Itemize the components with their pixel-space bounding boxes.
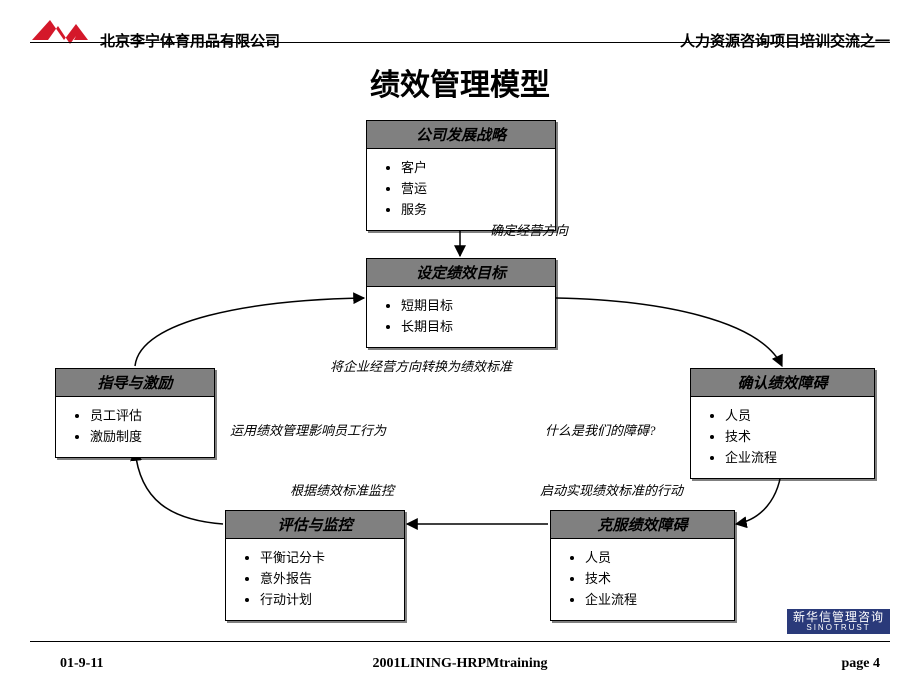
node-item: 企业流程 bbox=[585, 589, 724, 608]
node-title: 设定绩效目标 bbox=[367, 259, 555, 287]
node-item: 服务 bbox=[401, 199, 545, 218]
node-item: 客户 bbox=[401, 157, 545, 176]
node-body: 员工评估激励制度 bbox=[56, 397, 214, 457]
node-title: 评估与监控 bbox=[226, 511, 404, 539]
node-title: 公司发展战略 bbox=[367, 121, 555, 149]
node-title: 指导与激励 bbox=[56, 369, 214, 397]
company-name: 北京李宁体育用品有限公司 bbox=[100, 30, 280, 51]
footer-center: 2001LINING-HRPMtraining bbox=[0, 656, 920, 672]
node-item: 人员 bbox=[725, 405, 864, 424]
edge-label-d: 运用绩效管理影响员工行为 bbox=[230, 420, 386, 439]
node-title: 克服绩效障碍 bbox=[551, 511, 734, 539]
node-item: 平衡记分卡 bbox=[260, 547, 394, 566]
node-body: 短期目标长期目标 bbox=[367, 287, 555, 347]
node-barriers: 确认绩效障碍人员技术企业流程 bbox=[690, 368, 875, 479]
stamp-en: SINOTRUST bbox=[793, 624, 884, 633]
node-goals: 设定绩效目标短期目标长期目标 bbox=[366, 258, 556, 348]
edge-label-c: 什么是我们的障碍? bbox=[545, 420, 656, 439]
node-item: 激励制度 bbox=[90, 426, 204, 445]
node-item: 员工评估 bbox=[90, 405, 204, 424]
page-title: 绩效管理模型 bbox=[0, 60, 920, 104]
node-item: 短期目标 bbox=[401, 295, 545, 314]
edge-label-b: 将企业经营方向转换为绩效标准 bbox=[330, 356, 512, 375]
node-guide: 指导与激励员工评估激励制度 bbox=[55, 368, 215, 458]
node-body: 人员技术企业流程 bbox=[691, 397, 874, 478]
node-title: 确认绩效障碍 bbox=[691, 369, 874, 397]
divider-bottom bbox=[30, 641, 890, 642]
node-body: 客户营运服务 bbox=[367, 149, 555, 230]
node-item: 技术 bbox=[585, 568, 724, 587]
node-strategy: 公司发展战略客户营运服务 bbox=[366, 120, 556, 231]
node-item: 企业流程 bbox=[725, 447, 864, 466]
node-item: 人员 bbox=[585, 547, 724, 566]
node-item: 营运 bbox=[401, 178, 545, 197]
node-item: 意外报告 bbox=[260, 568, 394, 587]
stamp-cn: 新华信管理咨询 bbox=[793, 610, 884, 624]
edge-label-a: 确定经营方向 bbox=[490, 220, 568, 239]
node-monitor: 评估与监控平衡记分卡意外报告行动计划 bbox=[225, 510, 405, 621]
node-item: 行动计划 bbox=[260, 589, 394, 608]
header-subtitle: 人力资源咨询项目培训交流之一 bbox=[680, 30, 890, 51]
node-item: 长期目标 bbox=[401, 316, 545, 335]
stamp-logo: 新华信管理咨询 SINOTRUST bbox=[787, 609, 890, 634]
footer-page: page 4 bbox=[842, 656, 881, 672]
node-item: 技术 bbox=[725, 426, 864, 445]
node-body: 平衡记分卡意外报告行动计划 bbox=[226, 539, 404, 620]
node-body: 人员技术企业流程 bbox=[551, 539, 734, 620]
logo-icon bbox=[30, 18, 90, 53]
edge-label-e: 启动实现绩效标准的行动 bbox=[540, 480, 683, 499]
edge-label-f: 根据绩效标准监控 bbox=[290, 480, 394, 499]
divider-top bbox=[30, 42, 890, 43]
node-overcome: 克服绩效障碍人员技术企业流程 bbox=[550, 510, 735, 621]
